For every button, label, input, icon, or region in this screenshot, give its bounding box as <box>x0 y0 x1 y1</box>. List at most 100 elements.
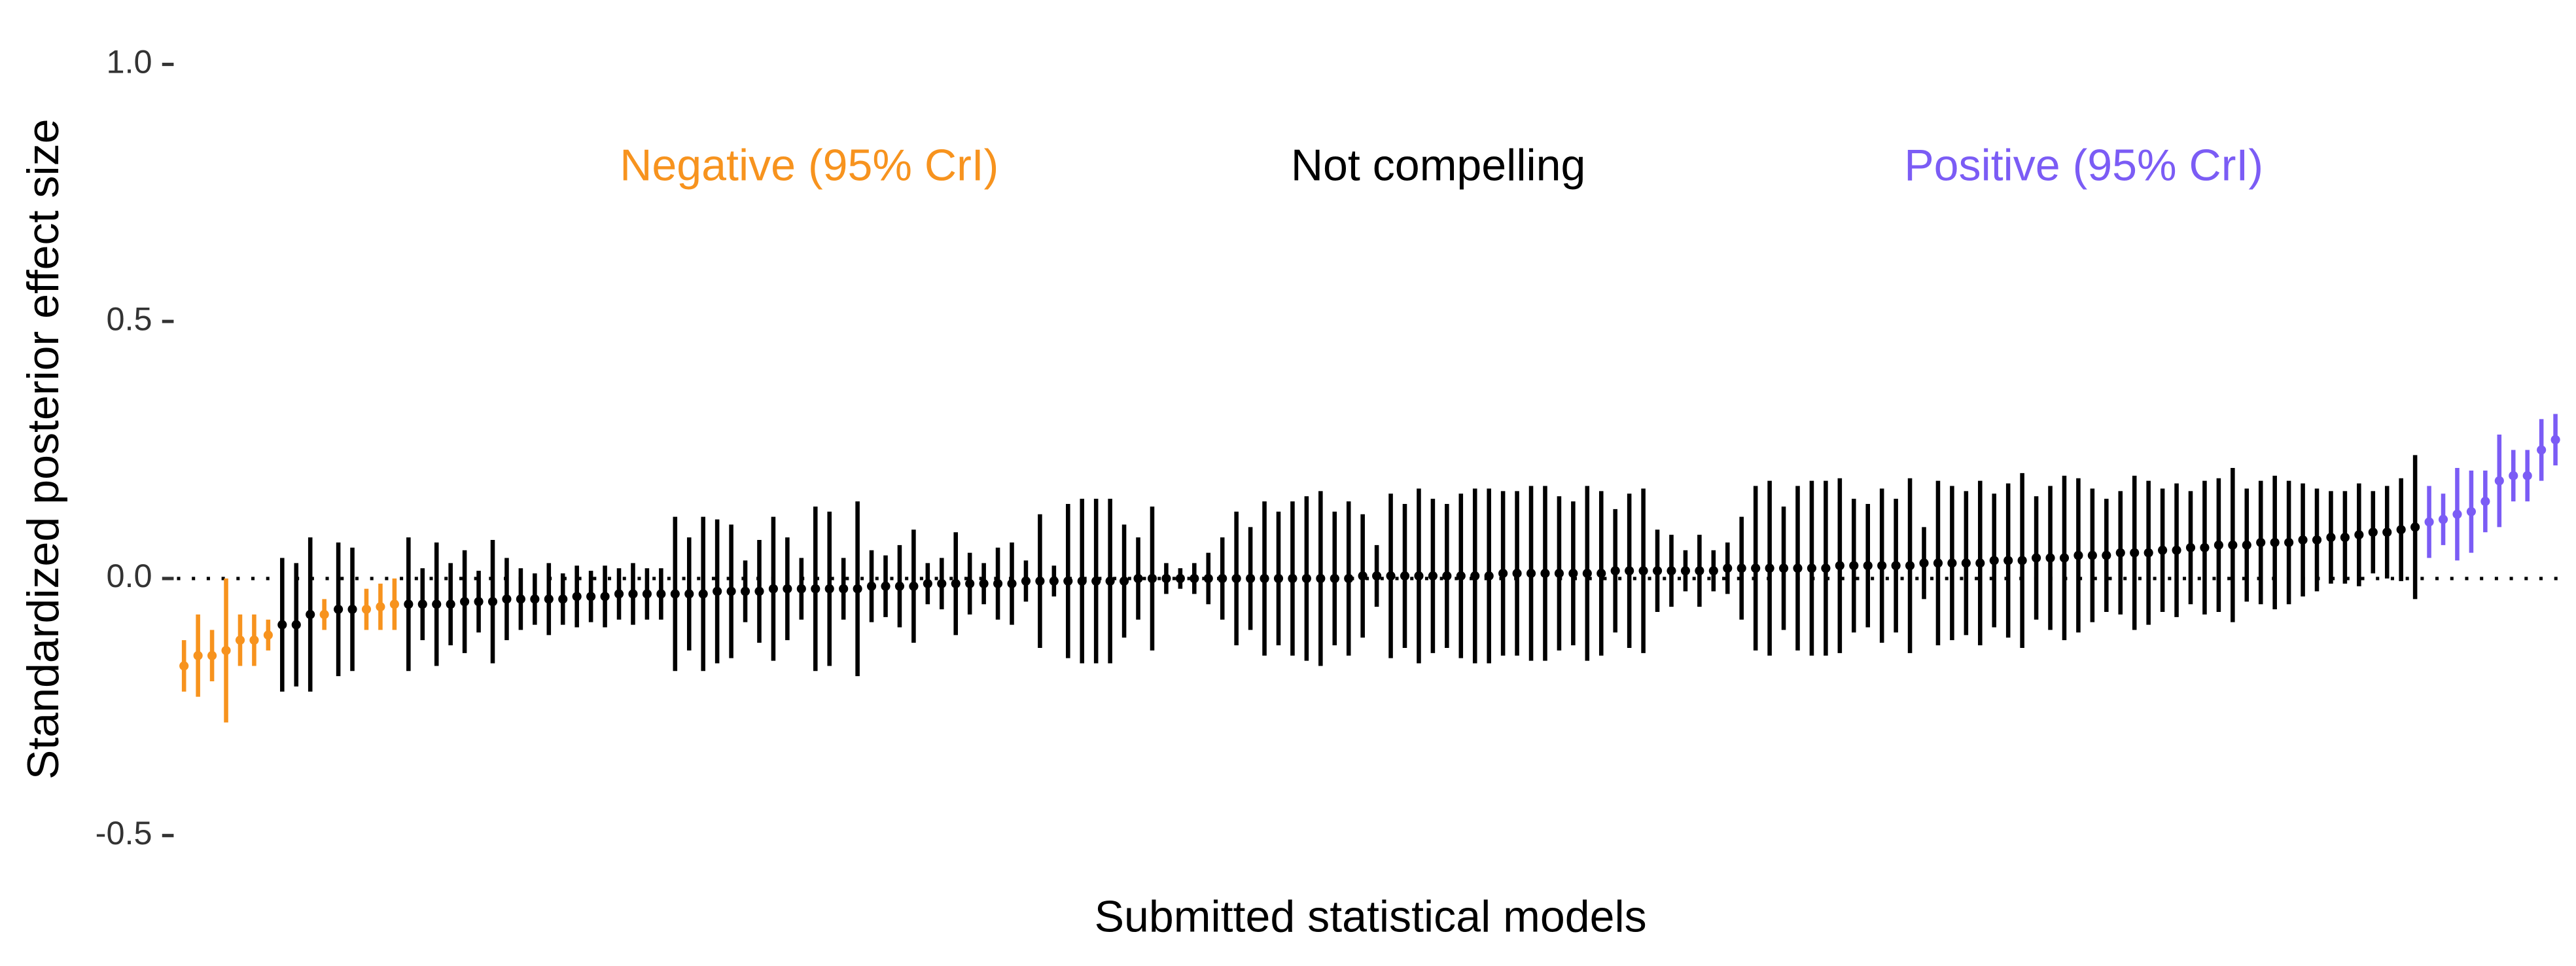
point <box>544 594 554 604</box>
point <box>1652 566 1663 576</box>
point <box>558 594 568 604</box>
point <box>1891 561 1901 571</box>
point <box>1961 558 1971 568</box>
point <box>2032 553 2041 563</box>
point <box>1021 576 1031 586</box>
point <box>572 592 582 601</box>
point <box>1273 573 1284 583</box>
point <box>1007 579 1017 588</box>
point <box>1091 576 1101 586</box>
point <box>1933 558 1943 568</box>
y-tick-label: -0.5 <box>96 814 152 851</box>
point <box>1625 566 1634 576</box>
point <box>1807 564 1817 573</box>
point <box>1751 564 1761 573</box>
point <box>1203 573 1213 583</box>
point <box>1498 568 1508 579</box>
point <box>2115 548 2125 558</box>
point <box>277 620 287 630</box>
point <box>2298 535 2308 545</box>
point <box>179 661 189 671</box>
point <box>2452 509 2462 519</box>
point <box>2340 533 2350 543</box>
point <box>2200 543 2210 552</box>
point <box>1582 568 1592 579</box>
point <box>1288 573 1297 583</box>
point <box>474 597 484 607</box>
point <box>2242 540 2251 550</box>
point <box>2073 550 2083 560</box>
point <box>853 584 862 594</box>
point <box>1386 571 1396 581</box>
point <box>713 586 722 596</box>
point <box>1512 568 1522 579</box>
point <box>600 592 610 601</box>
point <box>628 589 638 599</box>
point <box>2326 533 2336 543</box>
point <box>1035 576 1045 586</box>
point <box>1526 568 1536 579</box>
point <box>1667 566 1676 576</box>
point <box>1877 561 1887 571</box>
point <box>1765 564 1774 573</box>
y-tick-label: 0.0 <box>106 557 152 594</box>
point <box>1695 566 1704 576</box>
point <box>291 620 301 630</box>
point <box>1414 571 1424 581</box>
point <box>1049 576 1059 586</box>
point <box>1723 564 1733 573</box>
point <box>670 589 680 599</box>
point <box>1554 568 1564 579</box>
point <box>1400 571 1410 581</box>
point <box>2494 476 2504 486</box>
point <box>1105 576 1115 586</box>
point <box>1905 561 1915 571</box>
point <box>2396 525 2406 535</box>
point <box>796 584 806 594</box>
point <box>909 581 919 591</box>
point <box>2059 553 2070 563</box>
point <box>1638 566 1648 576</box>
point <box>2382 528 2392 537</box>
point <box>516 594 525 604</box>
point <box>2509 471 2518 480</box>
point <box>2368 528 2378 537</box>
point <box>2172 545 2181 555</box>
point <box>1147 573 1157 583</box>
point <box>1835 561 1844 571</box>
point <box>389 599 399 609</box>
legend-label: Positive (95% CrI) <box>1904 140 2263 190</box>
point <box>1372 571 1382 581</box>
point <box>1260 573 1269 583</box>
point <box>376 602 385 612</box>
point <box>306 609 315 619</box>
point <box>1190 573 1199 583</box>
point <box>2550 435 2560 444</box>
point <box>1246 573 1256 583</box>
point <box>993 579 1003 588</box>
point <box>2087 550 2097 560</box>
point <box>2537 445 2547 455</box>
point <box>965 579 975 588</box>
point <box>1218 573 1227 583</box>
point <box>839 584 849 594</box>
point <box>1568 568 1578 579</box>
point <box>319 609 329 619</box>
point <box>207 651 217 660</box>
point <box>937 579 947 588</box>
point <box>1975 558 1985 568</box>
point <box>417 599 427 609</box>
point <box>1484 571 1494 581</box>
point <box>1540 568 1550 579</box>
point <box>656 589 666 599</box>
y-axis-label: Standardized posterior effect size <box>18 118 68 779</box>
y-tick-label: 0.5 <box>106 300 152 337</box>
point <box>404 599 414 609</box>
point <box>2438 514 2448 524</box>
point <box>1330 573 1339 583</box>
point <box>221 645 231 655</box>
point <box>193 651 203 660</box>
point <box>347 604 357 615</box>
